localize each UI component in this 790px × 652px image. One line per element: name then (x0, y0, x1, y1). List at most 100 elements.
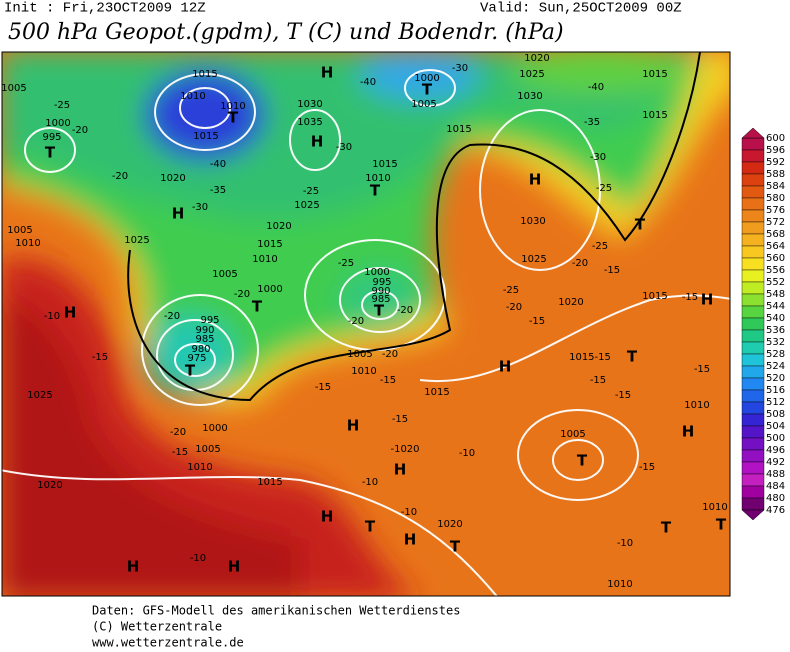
colorbar-label: 496 (766, 445, 785, 456)
contour-label: 995 (200, 315, 219, 326)
contour-label: -15 (315, 382, 331, 393)
colorbar-swatch (741, 245, 765, 259)
contour-label: -15 (392, 414, 408, 425)
pressure-center: H (64, 304, 77, 322)
pressure-center: T (370, 182, 381, 200)
contour-label: -15 (682, 292, 698, 303)
contour-label: 1005 (195, 444, 220, 455)
colorbar-label: 544 (766, 301, 785, 312)
contour-label: -25 (503, 285, 519, 296)
colorbar-label: 504 (766, 421, 785, 432)
pressure-center: H (347, 417, 360, 435)
pressure-center: T (635, 216, 646, 234)
map-title: 500 hPa Geopot.(gpdm), T (C) und Bodendr… (8, 20, 564, 45)
contour-label: -15 (529, 316, 545, 327)
map-frame (1, 51, 731, 597)
contour-label: 975 (187, 353, 206, 364)
contour-label: -25 (54, 100, 70, 111)
footer-line: www.wetterzentrale.de (92, 636, 244, 649)
contour-label: 1010 (180, 91, 205, 102)
contour-label: -15 (604, 265, 620, 276)
contour-label: -15 (694, 364, 710, 375)
colorbar-swatch (741, 257, 765, 271)
colorbar-label: 524 (766, 361, 785, 372)
contour-label: -20 (382, 349, 398, 360)
colorbar-swatch (741, 497, 765, 511)
contour-label: 1025 (27, 390, 52, 401)
contour-label: 995 (372, 277, 391, 288)
contour-label: 1025 (519, 69, 544, 80)
contour-label: 1015 (642, 291, 667, 302)
contour-label: -15 (590, 375, 606, 386)
colorbar-swatch (741, 437, 765, 451)
colorbar-swatch (741, 269, 765, 283)
colorbar-swatch (741, 197, 765, 211)
contour-label: -20 (397, 305, 413, 316)
contour-label: 985 (371, 294, 390, 305)
contour-label: 1005 (347, 349, 372, 360)
contour-label: 1010 (702, 502, 727, 513)
colorbar-label: 480 (766, 493, 785, 504)
contour-label: 1005 (212, 269, 237, 280)
contour-label: 1030 (297, 99, 322, 110)
contour-label: -15 (639, 462, 655, 473)
pressure-center: T (228, 109, 239, 127)
footer-line: Daten: GFS-Modell des amerikanischen Wet… (92, 604, 460, 618)
colorbar-label: 572 (766, 217, 785, 228)
contour-label: 1010 (607, 579, 632, 590)
colorbar-label: 596 (766, 145, 785, 156)
colorbar-swatch (741, 173, 765, 187)
contour-label: 1015 (642, 69, 667, 80)
contour-label: -25 (303, 186, 319, 197)
contour-label: 1015 (193, 131, 218, 142)
pressure-center: H (404, 531, 417, 549)
colorbar-cap (741, 509, 765, 521)
contour-label: 1025 (124, 235, 149, 246)
contour-label: 1025 (521, 254, 546, 265)
pressure-center: T (661, 519, 672, 537)
init-time: Init : Fri,23OCT2009 12Z (4, 1, 206, 17)
colorbar-swatch (741, 209, 765, 223)
contour-label: -1020 (390, 444, 419, 455)
contour-label: 1010 (351, 366, 376, 377)
contour-label: 1000 (257, 284, 282, 295)
colorbar-swatch (741, 329, 765, 343)
contour-label: 1020 (437, 519, 462, 530)
colorbar-swatch (741, 485, 765, 499)
colorbar-label: 580 (766, 193, 785, 204)
contour-label: -20 (506, 302, 522, 313)
contour-label: 1015 (446, 124, 471, 135)
contour-label: -40 (360, 77, 376, 88)
pressure-center: H (127, 558, 140, 576)
colorbar-label: 528 (766, 349, 785, 360)
contour-label: -20 (72, 125, 88, 136)
contour-label: -10 (459, 448, 475, 459)
pressure-center: H (682, 423, 695, 441)
contour-label: -25 (338, 258, 354, 269)
contour-label: 1015 (372, 159, 397, 170)
pressure-center: T (45, 144, 56, 162)
colorbar-label: 532 (766, 337, 785, 348)
contour-label: 1020 (524, 53, 549, 64)
colorbar-label: 484 (766, 481, 785, 492)
contour-label: 1010 (252, 254, 277, 265)
colorbar-swatch (741, 161, 765, 175)
colorbar-label: 564 (766, 241, 785, 252)
contour-label: 980 (191, 344, 210, 355)
colorbar-swatch (741, 365, 765, 379)
pressure-center: H (228, 558, 241, 576)
contour-label: 1000 (202, 423, 227, 434)
pressure-center: T (365, 518, 376, 536)
contour-label: -10 (401, 507, 417, 518)
pressure-center: H (321, 508, 334, 526)
colorbar-label: 476 (766, 505, 785, 516)
contour-label: 1035 (297, 117, 322, 128)
footer-line: (C) Wetterzentrale (92, 620, 222, 634)
contour-label: -40 (588, 82, 604, 93)
colorbar-label: 592 (766, 157, 785, 168)
colorbar-swatch (741, 449, 765, 463)
contour-label: 1010 (365, 173, 390, 184)
contour-label: -15 (380, 375, 396, 386)
contour-label: -20 (112, 171, 128, 182)
